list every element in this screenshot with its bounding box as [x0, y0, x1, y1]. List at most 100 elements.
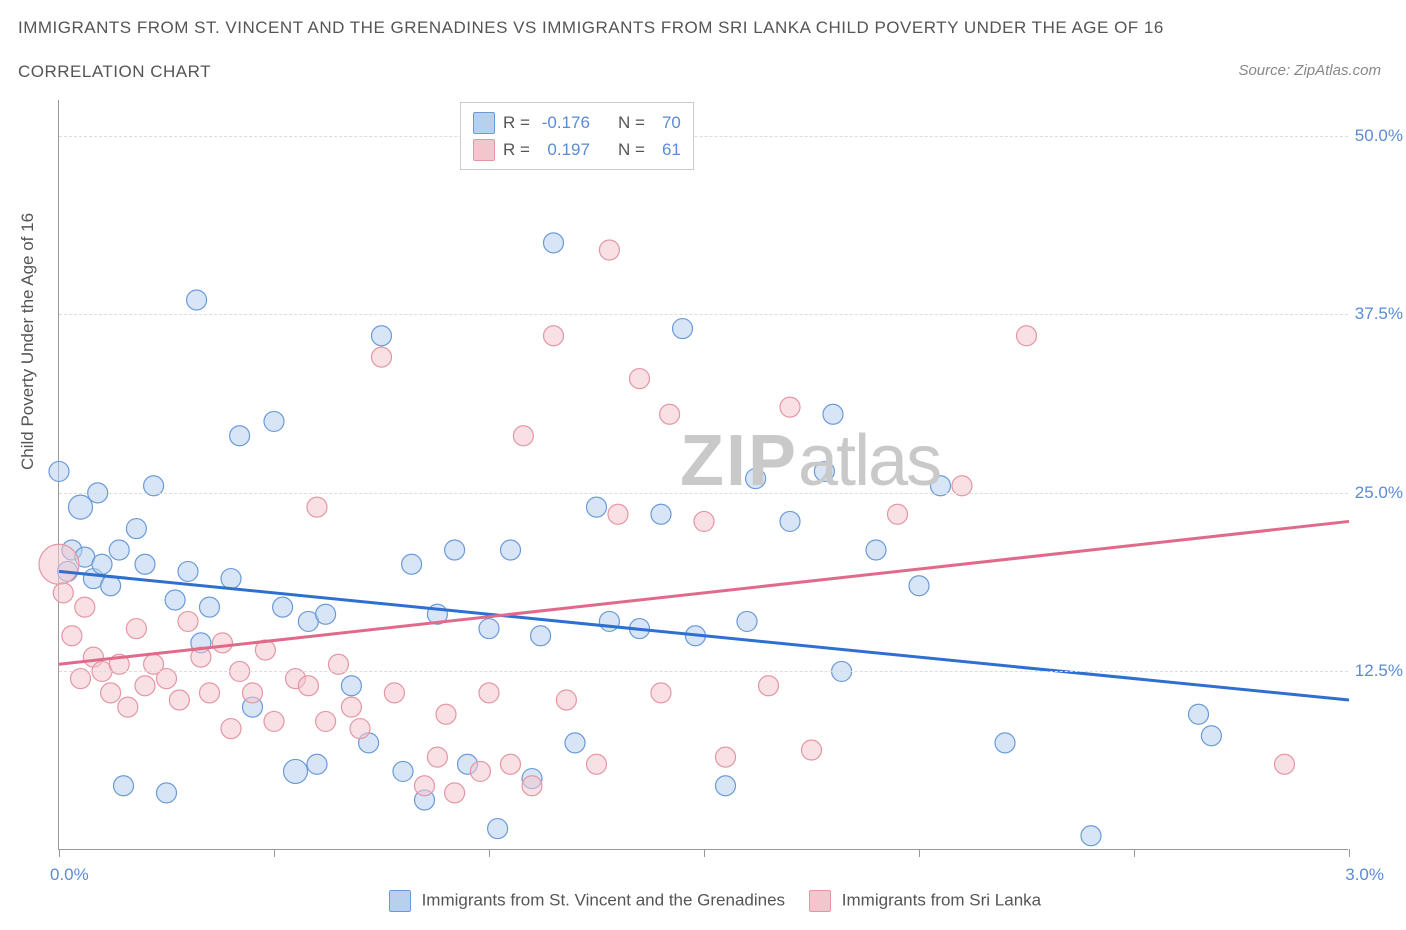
- data-point: [62, 626, 82, 646]
- data-point: [126, 619, 146, 639]
- data-point: [780, 511, 800, 531]
- data-point: [1275, 754, 1295, 774]
- data-point: [716, 776, 736, 796]
- y-tick-label: 12.5%: [1355, 661, 1403, 681]
- data-point: [531, 626, 551, 646]
- data-point: [178, 561, 198, 581]
- data-point: [298, 676, 318, 696]
- data-point: [165, 590, 185, 610]
- data-point: [1017, 326, 1037, 346]
- data-point: [75, 597, 95, 617]
- legend-n-value: 70: [653, 109, 681, 136]
- data-point: [479, 619, 499, 639]
- data-point: [888, 504, 908, 524]
- data-point: [436, 704, 456, 724]
- data-point: [544, 233, 564, 253]
- data-point: [114, 776, 134, 796]
- data-point: [221, 569, 241, 589]
- x-axis-min-label: 0.0%: [50, 865, 89, 885]
- data-point: [1081, 826, 1101, 846]
- data-point: [780, 397, 800, 417]
- data-point: [488, 819, 508, 839]
- chart-canvas: [59, 100, 1348, 849]
- data-point: [101, 683, 121, 703]
- data-point: [501, 540, 521, 560]
- data-point: [118, 697, 138, 717]
- data-point: [200, 597, 220, 617]
- legend-r-label: R =: [503, 109, 530, 136]
- data-point: [307, 754, 327, 774]
- data-point: [372, 326, 392, 346]
- data-point: [470, 761, 490, 781]
- data-point: [402, 554, 422, 574]
- data-point: [415, 776, 435, 796]
- data-point: [823, 404, 843, 424]
- data-point: [673, 319, 693, 339]
- data-point: [200, 683, 220, 703]
- data-point: [92, 554, 112, 574]
- legend-row: R =0.197N =61: [473, 136, 681, 163]
- x-tick: [489, 849, 490, 857]
- trend-line: [59, 521, 1349, 664]
- data-point: [212, 633, 232, 653]
- data-point: [316, 711, 336, 731]
- data-point: [909, 576, 929, 596]
- x-tick: [1349, 849, 1350, 857]
- data-point: [384, 683, 404, 703]
- data-point: [746, 469, 766, 489]
- data-point: [660, 404, 680, 424]
- data-point: [135, 554, 155, 574]
- data-point: [393, 761, 413, 781]
- data-point: [1201, 726, 1221, 746]
- gridline: [59, 671, 1348, 672]
- legend-swatch: [473, 139, 495, 161]
- chart-title: IMMIGRANTS FROM ST. VINCENT AND THE GREN…: [18, 18, 1164, 38]
- y-tick-label: 25.0%: [1355, 483, 1403, 503]
- data-point: [651, 683, 671, 703]
- data-point: [372, 347, 392, 367]
- data-point: [737, 611, 757, 631]
- trend-line: [59, 571, 1349, 700]
- data-point: [630, 369, 650, 389]
- data-point: [109, 540, 129, 560]
- data-point: [544, 326, 564, 346]
- data-point: [501, 754, 521, 774]
- data-point: [427, 747, 447, 767]
- data-point: [341, 676, 361, 696]
- plot-area: 12.5%25.0%37.5%50.0%: [58, 100, 1348, 850]
- data-point: [157, 783, 177, 803]
- data-point: [599, 240, 619, 260]
- data-point: [307, 497, 327, 517]
- data-point: [995, 733, 1015, 753]
- data-point: [587, 754, 607, 774]
- data-point: [221, 719, 241, 739]
- data-point: [802, 740, 822, 760]
- data-point: [316, 604, 336, 624]
- data-point: [126, 519, 146, 539]
- y-tick-label: 50.0%: [1355, 126, 1403, 146]
- data-point: [556, 690, 576, 710]
- data-point: [587, 497, 607, 517]
- data-point: [284, 759, 308, 783]
- gridline: [59, 314, 1348, 315]
- data-point: [608, 504, 628, 524]
- legend-n-label: N =: [618, 136, 645, 163]
- data-point: [445, 783, 465, 803]
- gridline: [59, 136, 1348, 137]
- data-point: [522, 776, 542, 796]
- data-point: [479, 683, 499, 703]
- x-tick: [274, 849, 275, 857]
- source-attribution: Source: ZipAtlas.com: [1238, 62, 1381, 79]
- legend-n-label: N =: [618, 109, 645, 136]
- x-tick: [59, 849, 60, 857]
- data-point: [264, 411, 284, 431]
- legend-swatch: [473, 112, 495, 134]
- data-point: [39, 544, 79, 584]
- data-point: [513, 426, 533, 446]
- data-point: [716, 747, 736, 767]
- legend-n-value: 61: [653, 136, 681, 163]
- y-tick-label: 37.5%: [1355, 304, 1403, 324]
- data-point: [694, 511, 714, 531]
- data-point: [350, 719, 370, 739]
- series-legend: Immigrants from St. Vincent and the Gren…: [0, 890, 1406, 912]
